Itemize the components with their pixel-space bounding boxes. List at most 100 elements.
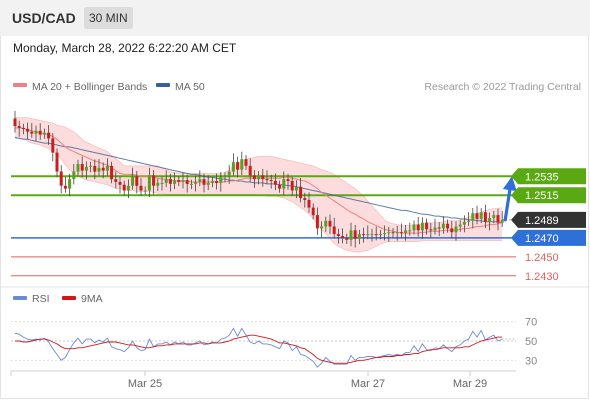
main-legend: MA 20 + Bollinger Bands MA 50 Research ©… (13, 81, 581, 93)
candle (425, 218, 429, 235)
candle (219, 171, 223, 192)
candle-body (231, 162, 235, 172)
candle (72, 163, 76, 185)
current-label-tag (511, 211, 586, 228)
candle (341, 228, 345, 244)
candle-body (110, 165, 114, 180)
candle-body (370, 234, 374, 236)
candle (488, 212, 492, 231)
candle-body (294, 186, 298, 191)
candles (13, 110, 504, 248)
x-axis-tick-label: Mar 29 (453, 378, 487, 390)
candle-body (286, 179, 290, 181)
candle-body (80, 164, 84, 171)
candle-body (257, 175, 261, 180)
candle-body (252, 175, 256, 180)
candle-body (290, 181, 294, 191)
candle-body (168, 179, 172, 184)
candle-body (420, 222, 424, 231)
candle (378, 229, 382, 240)
candle (215, 173, 219, 190)
candle-body (181, 180, 185, 182)
candle (500, 211, 504, 227)
ma50-legend-label: MA 50 (175, 81, 205, 93)
candle (152, 170, 156, 195)
candle (168, 173, 172, 192)
candle (21, 123, 25, 135)
candle-body (441, 223, 445, 229)
x-axis-tick-label: Mar 25 (128, 378, 162, 390)
candle-body (152, 175, 156, 186)
bollinger-band-fill (15, 117, 503, 253)
candle-body (278, 184, 282, 189)
candle-body (185, 180, 189, 184)
candle (231, 153, 235, 176)
candle-body (93, 165, 97, 172)
candle-body (17, 126, 21, 128)
candle-body (433, 227, 437, 231)
resistance-label: 1.2535 (525, 171, 559, 183)
candle (147, 167, 151, 197)
candle-body (177, 180, 181, 182)
candle (177, 175, 181, 187)
rsi-tick-label: 30 (525, 355, 537, 367)
candle (118, 176, 122, 194)
candle (479, 208, 483, 224)
candle (370, 228, 374, 242)
candle (492, 210, 496, 224)
candle (412, 220, 416, 235)
current-label: 1.2489 (525, 215, 559, 227)
candle (38, 123, 42, 140)
timeframe-badge[interactable]: 30 MIN (84, 7, 133, 29)
candle-body (139, 185, 143, 191)
pivot-label: 1.2470 (525, 233, 559, 245)
candle (156, 178, 160, 192)
candle-body (173, 180, 177, 184)
candle-body (404, 230, 408, 234)
candle-body (38, 130, 42, 135)
pivot-label-tag (511, 229, 586, 246)
candle-body (320, 226, 324, 229)
candle-body (84, 166, 88, 171)
candle (185, 174, 189, 193)
candle (420, 217, 424, 240)
candle (450, 220, 454, 239)
candle-body (412, 224, 416, 231)
candle-body (488, 218, 492, 222)
resistance-label: 1.2515 (525, 190, 559, 202)
candle (345, 233, 349, 244)
candle (173, 172, 177, 190)
candle-body (122, 184, 126, 191)
candle-body (59, 171, 63, 186)
candle (252, 170, 256, 188)
candle (63, 177, 67, 193)
candle (374, 226, 378, 241)
candle-body (391, 232, 395, 234)
candle (30, 123, 34, 138)
candle (93, 159, 97, 180)
candle (122, 180, 126, 196)
candle (416, 217, 420, 237)
candle-body (89, 165, 93, 167)
rsi-legend-swatch (13, 296, 27, 300)
candle-body (483, 212, 487, 222)
candle-body (105, 165, 109, 171)
x-axis-tick-label: Mar 27 (351, 378, 385, 390)
candle (105, 158, 109, 176)
candle (13, 110, 17, 133)
candle (362, 227, 366, 243)
candle (307, 192, 311, 213)
rsi-legend: RSI 9MA (13, 293, 103, 305)
rsi-tick-label: 50 (525, 336, 537, 348)
support-label: 1.2450 (525, 252, 559, 264)
bollinger-legend-label: MA 20 + Bollinger Bands (32, 81, 147, 93)
candle-body (454, 226, 458, 233)
candle-body (194, 182, 198, 184)
candle-body (63, 185, 67, 189)
candle (446, 219, 450, 233)
candle-body (13, 118, 17, 127)
candle (273, 173, 277, 191)
candle-body (47, 132, 51, 139)
candle (17, 120, 21, 137)
